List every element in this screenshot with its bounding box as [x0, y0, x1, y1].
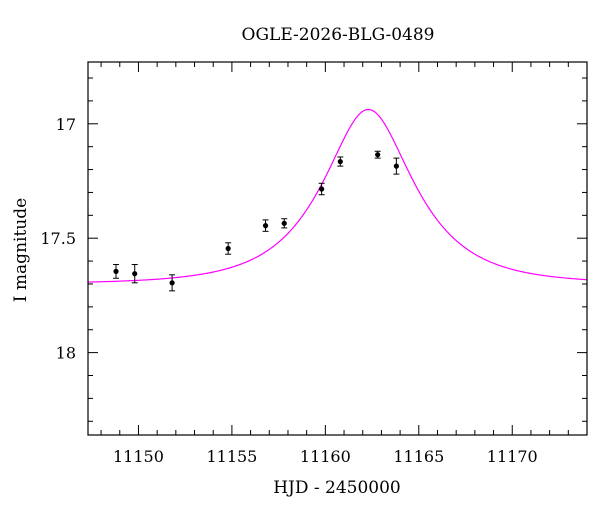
- data-point: [113, 268, 119, 274]
- x-axis-label: HJD - 2450000: [273, 478, 401, 498]
- y-tick-label: 17: [56, 115, 76, 134]
- x-tick-label: 11160: [300, 447, 351, 466]
- data-point: [225, 245, 231, 252]
- data-point: [262, 223, 269, 229]
- data-point: [337, 158, 343, 165]
- data-point: [169, 280, 175, 286]
- x-tick-label: 11165: [393, 447, 444, 466]
- data-point: [319, 186, 325, 192]
- y-tick-label: 18: [56, 344, 76, 363]
- x-tick-label: 11150: [113, 447, 164, 466]
- y-axis-label: I magnitude: [11, 198, 31, 302]
- data-point: [281, 220, 287, 226]
- data-point: [375, 152, 381, 158]
- data-point: [132, 271, 138, 277]
- x-tick-label: 11170: [487, 447, 538, 466]
- y-tick-label: 17.5: [40, 229, 76, 248]
- x-tick-label: 11155: [206, 447, 257, 466]
- data-point: [393, 163, 399, 169]
- plot-area: 11150 11155 11160 11165 11170 17 17.5 18: [40, 62, 588, 466]
- model-curve: [87, 108, 588, 283]
- chart-title: OGLE-2026-BLG-0489: [242, 25, 435, 45]
- plot-frame: [87, 61, 588, 436]
